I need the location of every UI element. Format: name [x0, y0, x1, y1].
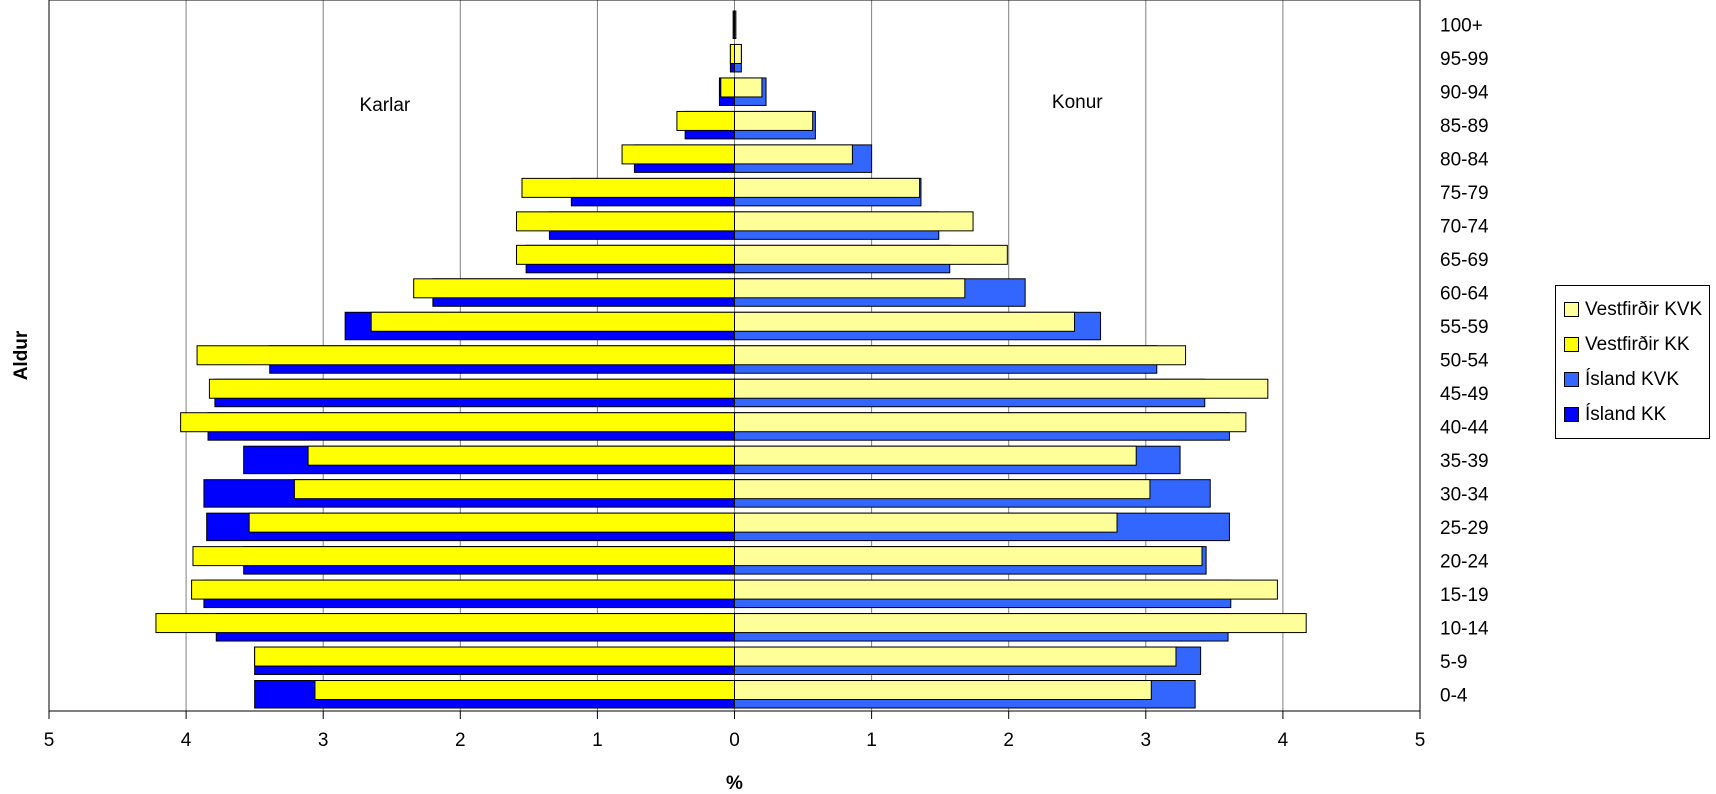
bar-vestfir-ir-kk-65-69 — [516, 244, 735, 265]
age-label: 10-14 — [1440, 618, 1489, 639]
legend-item: Vestfirðir KK — [1564, 327, 1709, 362]
bar-vestfir-ir-kvk-5-9 — [734, 646, 1177, 667]
bar-vestfir-ir-kk-75-79 — [521, 177, 735, 198]
legend-label: Ísland KVK — [1585, 368, 1679, 390]
x-tick-label: 1 — [592, 730, 603, 751]
bar-vestfir-ir-kk-95-99 — [729, 43, 736, 64]
bar-vestfir-ir-kvk-60-64 — [734, 278, 966, 299]
age-label: 80-84 — [1440, 150, 1489, 171]
bar-vestfir-ir-kk-45-49 — [208, 378, 736, 399]
bar-vestfir-ir-kvk-80-84 — [734, 144, 853, 165]
bar-vestfir-ir-kvk-90-94 — [734, 77, 763, 98]
bar-vestfir-ir-kk-5-9 — [254, 646, 735, 667]
legend-item: Vestfirðir KVK — [1564, 292, 1709, 327]
bar-vestfir-ir-kk-85-89 — [676, 110, 736, 131]
age-label: 50-54 — [1440, 351, 1489, 372]
age-label: 65-69 — [1440, 250, 1489, 271]
legend-item: Ísland KVK — [1564, 362, 1709, 397]
bar-vestfir-ir-kvk-65-69 — [734, 244, 1008, 265]
x-tick-label: 4 — [181, 730, 192, 751]
age-label: 20-24 — [1440, 551, 1489, 572]
bar-vestfir-ir-kvk-85-89 — [734, 110, 814, 131]
bar-vestfir-ir-kvk-50-54 — [734, 345, 1187, 366]
x-tick-label: 2 — [1003, 730, 1014, 751]
age-label: 25-29 — [1440, 518, 1489, 539]
age-label: 55-59 — [1440, 317, 1489, 338]
age-label: 5-9 — [1440, 652, 1467, 673]
bars — [155, 10, 1307, 709]
legend-label: Ísland KK — [1585, 403, 1667, 425]
legend-swatch — [1564, 302, 1579, 317]
bar--sland-kvk-100+ — [734, 10, 737, 39]
legend: Vestfirðir KVK Vestfirðir KK Ísland KVK Ísl… — [1555, 285, 1710, 439]
x-tick-label: 2 — [455, 730, 466, 751]
bar-vestfir-ir-kk-35-39 — [307, 445, 735, 466]
bar-vestfir-ir-kk-10-14 — [155, 613, 736, 634]
x-tick-label: 1 — [866, 730, 877, 751]
bar-vestfir-ir-kvk-45-49 — [734, 378, 1269, 399]
bar-vestfir-ir-kk-60-64 — [413, 278, 735, 299]
age-label: 75-79 — [1440, 183, 1489, 204]
bar-vestfir-ir-kvk-55-59 — [734, 311, 1076, 332]
annotation-karlar: Karlar — [360, 95, 411, 116]
x-tick-label: 3 — [318, 730, 329, 751]
x-axis-ticks: 5 4 3 2 1 0 1 2 3 4 5 — [44, 711, 1426, 751]
age-label: 15-19 — [1440, 585, 1489, 606]
bar-vestfir-ir-kvk-0-4 — [734, 680, 1152, 701]
legend-swatch — [1564, 337, 1579, 352]
age-label: 85-89 — [1440, 116, 1489, 137]
legend-swatch — [1564, 372, 1579, 387]
x-tick-label: 4 — [1278, 730, 1289, 751]
legend-label: Vestfirðir KK — [1585, 333, 1690, 355]
x-tick-label: 0 — [729, 730, 740, 751]
legend-label: Vestfirðir KVK — [1585, 298, 1703, 320]
bar-vestfir-ir-kk-80-84 — [621, 144, 735, 165]
bar-vestfir-ir-kvk-20-24 — [734, 546, 1203, 567]
legend-swatch — [1564, 407, 1579, 422]
age-label: 70-74 — [1440, 217, 1489, 238]
bar-vestfir-ir-kk-90-94 — [720, 77, 735, 98]
bar-vestfir-ir-kvk-25-29 — [734, 512, 1118, 533]
bar-vestfir-ir-kk-30-34 — [293, 479, 735, 500]
age-label: 60-64 — [1440, 284, 1489, 305]
bar-vestfir-ir-kvk-10-14 — [734, 613, 1307, 634]
bar-vestfir-ir-kvk-15-19 — [734, 579, 1278, 600]
bar-vestfir-ir-kvk-75-79 — [734, 177, 921, 198]
annotation-konur: Konur — [1052, 92, 1103, 113]
bar-vestfir-ir-kvk-95-99 — [734, 43, 742, 64]
age-label: 40-44 — [1440, 417, 1489, 438]
bar-vestfir-ir-kvk-30-34 — [734, 479, 1151, 500]
age-label: 30-34 — [1440, 484, 1489, 505]
bar-vestfir-ir-kk-20-24 — [192, 546, 735, 567]
x-axis-title: % — [726, 773, 743, 794]
x-tick-label: 3 — [1141, 730, 1152, 751]
bar-vestfir-ir-kk-15-19 — [191, 579, 736, 600]
bar-vestfir-ir-kk-0-4 — [314, 680, 735, 701]
bar-vestfir-ir-kvk-35-39 — [734, 445, 1137, 466]
age-label: 45-49 — [1440, 384, 1489, 405]
bar-vestfir-ir-kvk-70-74 — [734, 211, 974, 232]
age-label: 0-4 — [1440, 685, 1468, 706]
bar-vestfir-ir-kvk-40-44 — [734, 412, 1247, 433]
age-labels: 0-4 5-9 10-14 15-19 20-24 25-29 30-34 35-39 40-4… — [1440, 16, 1489, 707]
legend-item: Ísland KK — [1564, 397, 1709, 432]
y-axis-title: Aldur — [11, 330, 32, 380]
bar-vestfir-ir-kk-55-59 — [370, 311, 735, 332]
bar-vestfir-ir-kk-40-44 — [180, 412, 735, 433]
bar-vestfir-ir-kk-70-74 — [516, 211, 735, 232]
x-tick-label: 5 — [44, 730, 55, 751]
age-label: 95-99 — [1440, 49, 1489, 70]
age-label: 35-39 — [1440, 451, 1489, 472]
age-label: 90-94 — [1440, 83, 1489, 104]
age-label: 100+ — [1440, 16, 1483, 37]
bar-vestfir-ir-kk-25-29 — [248, 512, 736, 533]
bar-vestfir-ir-kk-50-54 — [196, 345, 735, 366]
x-tick-label: 5 — [1415, 730, 1426, 751]
